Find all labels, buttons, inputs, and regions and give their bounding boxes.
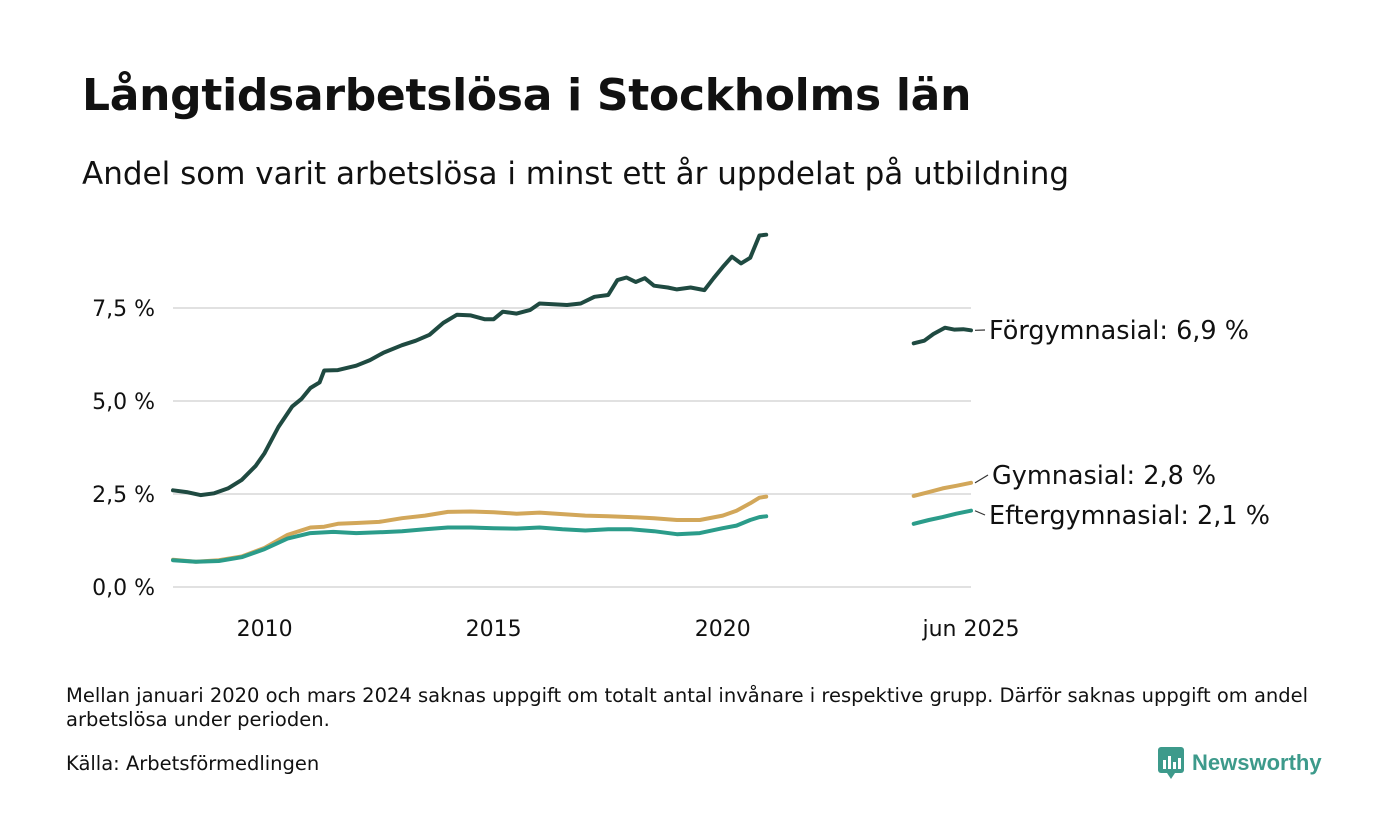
y-tick-label: 5,0 %: [92, 390, 155, 415]
source-credit: Källa: Arbetsförmedlingen: [66, 752, 320, 775]
chart-subtitle: Andel som varit arbetslösa i minst ett å…: [82, 156, 1070, 192]
x-tick-label: 2015: [466, 617, 522, 642]
series-line-gymnasial-0: [171, 494, 769, 564]
x-tick-label: jun 2025: [922, 617, 1020, 642]
series-label-f-rgymnasial: Förgymnasial: 6,9 %: [989, 316, 1249, 346]
x-axis-tick-labels: 2010 2015 2020 jun 2025: [237, 617, 1020, 642]
series-label-gymnasial: Gymnasial: 2,8 %: [992, 461, 1216, 491]
newsworthy-logo-icon: [1158, 747, 1184, 779]
line-chart: 0,0 % 2,5 % 5,0 % 7,5 % 2010 2015 2020 jun 202…: [92, 232, 1270, 642]
label-leader-eftergymnasial: [974, 510, 986, 516]
label-leader-gymnasial: [974, 474, 989, 484]
y-tick-label: 2,5 %: [92, 483, 155, 508]
gridlines: [173, 307, 971, 588]
y-tick-label: 0,0 %: [92, 576, 155, 601]
brand-name: Newsworthy: [1192, 750, 1322, 775]
series-line-gymnasial-1: [911, 480, 973, 498]
brand-logo: Newsworthy: [1158, 747, 1322, 779]
series-line-eftergymnasial-0: [171, 514, 769, 564]
x-tick-label: 2010: [237, 617, 293, 642]
series-line-f-rgymnasial-1: [911, 325, 973, 346]
x-tick-label: 2020: [695, 617, 751, 642]
series-label-eftergymnasial: Eftergymnasial: 2,1 %: [989, 501, 1270, 531]
series-line-eftergymnasial-1: [911, 508, 973, 526]
chart-title: Långtidsarbetslösa i Stockholms län: [82, 70, 972, 121]
y-tick-label: 7,5 %: [92, 297, 155, 322]
y-axis-tick-labels: 0,0 % 2,5 % 5,0 % 7,5 %: [92, 297, 155, 601]
series-lines: [171, 232, 973, 564]
series-end-labels: Förgymnasial: 6,9 % Gymnasial: 2,8 % Efter…: [974, 316, 1270, 531]
footnote: Mellan januari 2020 och mars 2024 saknas…: [66, 684, 1309, 731]
series-line-f-rgymnasial-0: [171, 232, 769, 498]
